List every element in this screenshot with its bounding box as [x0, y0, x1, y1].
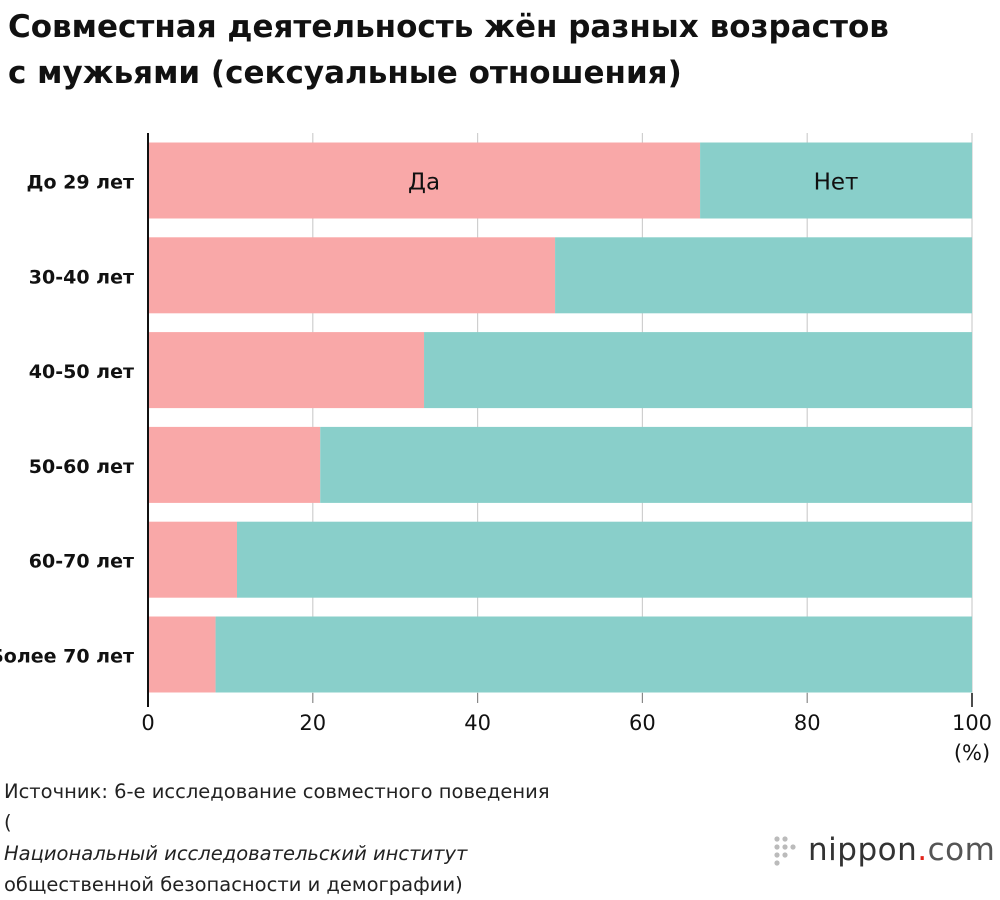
- bar-no-2: [424, 332, 972, 409]
- x-tick-label-20: 20: [299, 711, 326, 735]
- category-label-5: Более 70 лет: [0, 646, 134, 668]
- x-unit-label: (%): [954, 741, 990, 765]
- logo-wordmark: nippon.com: [808, 832, 995, 868]
- bar-no-1: [555, 237, 972, 314]
- category-label-0: До 29 лет: [27, 172, 134, 194]
- x-tick-label-100: 100: [952, 711, 992, 735]
- series-label-yes: Да: [408, 170, 440, 196]
- bar-yes-3: [148, 426, 321, 503]
- chart-title-line-1: Совместная деятельность жён разных возра…: [8, 9, 889, 45]
- series-labels: Да Нет: [408, 170, 858, 196]
- source-line-3: общественной безопасности и демографии): [4, 873, 463, 896]
- logo-dots-icon: [774, 836, 796, 866]
- gridlines: [312, 133, 973, 693]
- x-axis: 0 20 40 60 80 100 (%): [141, 133, 992, 765]
- category-label-1: 30-40 лет: [29, 266, 134, 288]
- logo-dot: .: [917, 832, 928, 868]
- series-label-no: Нет: [814, 170, 859, 196]
- x-tick-label-0: 0: [141, 711, 154, 735]
- bar-yes-4: [148, 521, 237, 598]
- category-label-3: 50-60 лет: [29, 456, 134, 478]
- bar-no-3: [320, 426, 972, 503]
- bar-yes-2: [148, 332, 425, 409]
- logo-tld: com: [927, 832, 996, 868]
- x-tick-label-80: 80: [794, 711, 821, 735]
- category-labels: До 29 лет 30-40 лет 40-50 лет 50-60 лет 60-7…: [0, 172, 134, 668]
- bars: [148, 142, 972, 693]
- source-note: Источник: 6-е исследование совместного п…: [4, 776, 744, 900]
- bar-no-4: [236, 521, 972, 598]
- stacked-bar-chart: 0 20 40 60 80 100 (%) До 29 лет 30-40 лет 40-50 …: [0, 133, 992, 765]
- bar-no-5: [215, 616, 972, 693]
- chart-title: Совместная деятельность жён разных возра…: [8, 4, 998, 96]
- source-institute-italic: Национальный исследовательский институт: [4, 842, 468, 865]
- bar-yes-5: [148, 616, 216, 693]
- bar-yes-1: [148, 237, 556, 314]
- x-tick-label-40: 40: [464, 711, 491, 735]
- logo-name: nippon: [808, 832, 918, 868]
- x-tick-label-60: 60: [629, 711, 656, 735]
- source-line-2: ( Национальный исследовательский институт: [4, 807, 744, 869]
- bar-no-0: [700, 142, 972, 219]
- nippon-com-logo: nippon.com: [772, 830, 995, 870]
- source-paren: (: [4, 811, 12, 834]
- chart-title-line-2: с мужьями (сексуальные отношения): [8, 55, 682, 91]
- category-label-4: 60-70 лет: [29, 551, 134, 573]
- source-line-1: Источник: 6-е исследование совместного п…: [4, 780, 550, 803]
- bar-yes-0: [148, 142, 701, 219]
- category-label-2: 40-50 лет: [29, 361, 134, 383]
